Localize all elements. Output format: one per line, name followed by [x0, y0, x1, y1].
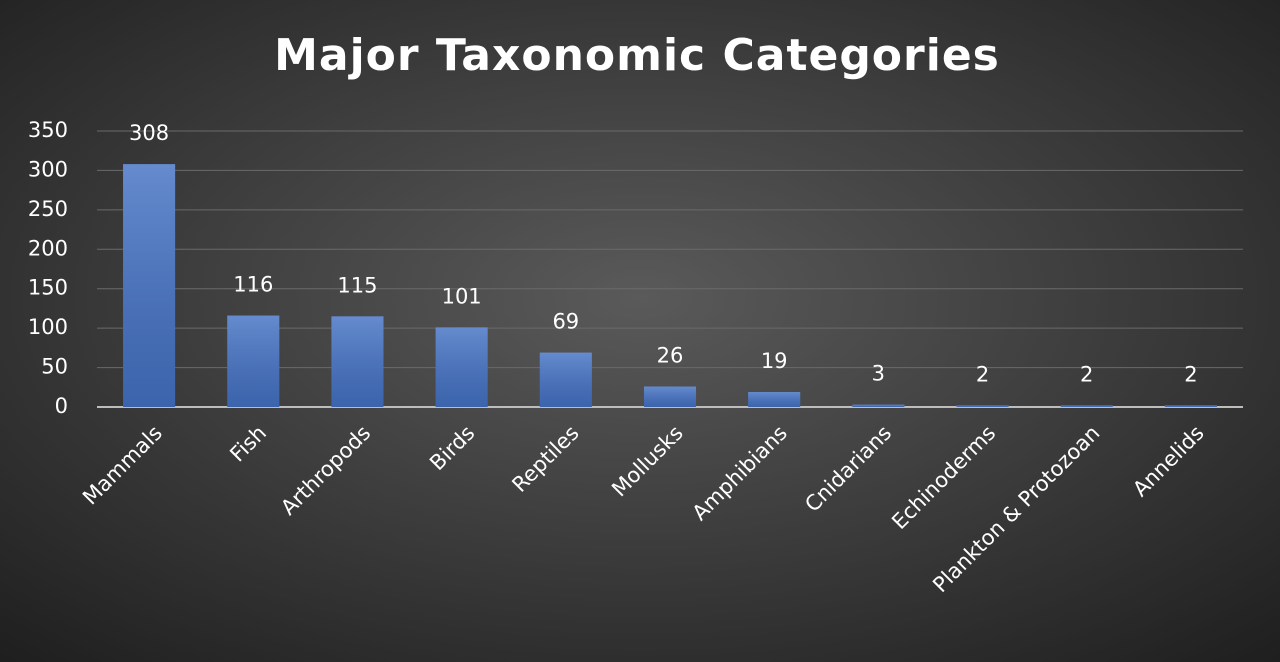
data-label: 115 [337, 273, 377, 297]
data-label: 116 [233, 273, 273, 297]
y-tick-label: 250 [28, 197, 68, 221]
y-tick-label: 100 [28, 315, 68, 339]
data-label: 2 [1080, 362, 1093, 386]
data-label: 101 [442, 284, 482, 308]
bar [956, 405, 1009, 407]
data-label: 69 [552, 310, 579, 334]
data-label: 19 [761, 349, 788, 373]
chart-title: Major Taxonomic Categories [274, 30, 1000, 81]
bar [1060, 405, 1113, 407]
data-label: 3 [872, 362, 885, 386]
bar [748, 392, 801, 407]
bar [227, 315, 280, 407]
data-label: 26 [657, 343, 684, 367]
y-tick-label: 350 [28, 118, 68, 142]
y-tick-label: 50 [41, 355, 68, 379]
data-label: 2 [976, 362, 989, 386]
bar [1164, 405, 1217, 407]
bar [435, 327, 488, 407]
y-tick-label: 150 [28, 276, 68, 300]
y-tick-label: 200 [28, 236, 68, 260]
bar [123, 164, 176, 407]
bar [643, 386, 697, 407]
data-label: 2 [1184, 362, 1197, 386]
data-label: 308 [129, 121, 169, 145]
y-tick-label: 300 [28, 157, 68, 181]
bar [331, 316, 384, 407]
bar [852, 404, 905, 407]
bar [539, 352, 592, 407]
y-tick-label: 0 [55, 394, 68, 418]
